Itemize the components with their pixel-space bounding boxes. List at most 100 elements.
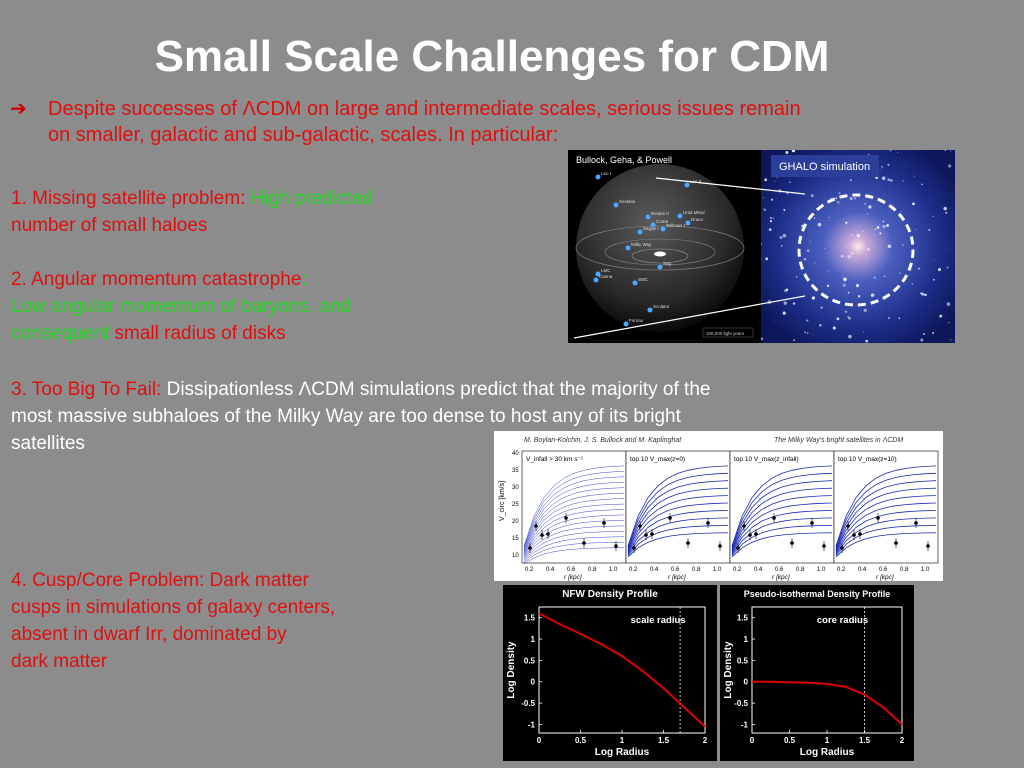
tbtf-svg: M. Boylan-Kolchin, J. S. Bullock and M. … bbox=[499, 437, 939, 581]
subhalo-dot bbox=[902, 244, 904, 246]
subhalo-dot bbox=[946, 248, 948, 250]
subhalo-dot bbox=[811, 296, 816, 300]
subhalo-curve bbox=[835, 510, 937, 554]
satellite-marker bbox=[657, 264, 663, 270]
y-tick-label: 0.5 bbox=[524, 656, 536, 665]
ghalo-label: GHALO simulation bbox=[779, 161, 870, 173]
subhalo-dot bbox=[776, 177, 778, 179]
subhalo-dot bbox=[796, 276, 798, 278]
subhalo-dot bbox=[912, 202, 915, 206]
panel-xtick: 1.0 bbox=[921, 567, 930, 573]
tbtf-panel: top 10 V_max(z=0) 0.2 0.4 0.6 0.8 1.0 r [kpc] bbox=[625, 450, 731, 581]
y-tick-label: -1 bbox=[528, 720, 536, 729]
subhalo-dot bbox=[865, 339, 869, 343]
subhalo-curve bbox=[731, 480, 833, 549]
subhalo-dot bbox=[817, 222, 822, 227]
subhalo-dot bbox=[851, 252, 854, 255]
panels-header-right: The Milky Way's bright satellites in ΛCD… bbox=[774, 437, 903, 444]
panel-xtick: 0.2 bbox=[733, 567, 742, 573]
subhalo-dot bbox=[832, 326, 836, 330]
subhalo-dot bbox=[838, 192, 841, 195]
subhalo-curve bbox=[731, 465, 833, 547]
subhalo-dot bbox=[779, 235, 783, 240]
tbtf-panel: V_infall > 30 km s⁻¹ 0.2 0.4 0.6 0.8 1.0 r [kp… bbox=[521, 450, 627, 581]
satellite-label: Carina bbox=[599, 274, 613, 279]
panel-title: V_infall > 30 km s⁻¹ bbox=[526, 456, 584, 463]
panel-xtick: 0.4 bbox=[546, 567, 555, 573]
subhalo-dot bbox=[793, 339, 796, 342]
satellite-marker bbox=[685, 220, 691, 226]
subhalo-curve bbox=[523, 465, 625, 547]
satellite-label: Segue I bbox=[643, 226, 659, 231]
satellite-marker bbox=[660, 226, 666, 232]
subhalo-dot bbox=[875, 176, 878, 180]
satellite-marker bbox=[677, 213, 683, 219]
subhalo-dot bbox=[921, 183, 923, 186]
satellite-label: Coma bbox=[656, 219, 669, 224]
subhalo-curve bbox=[523, 509, 625, 556]
subhalo-dot bbox=[882, 220, 885, 223]
subhalo-curve bbox=[731, 495, 833, 551]
subhalo-curve bbox=[627, 480, 729, 549]
subhalo-dot bbox=[898, 317, 901, 320]
subhalo-curve bbox=[523, 531, 625, 561]
subhalo-curve bbox=[731, 502, 833, 553]
satellite-marker bbox=[613, 202, 619, 208]
x-tick-label: 2 bbox=[900, 736, 905, 745]
panel-ytick: 25 bbox=[512, 502, 519, 508]
subhalo-curve bbox=[731, 510, 833, 554]
subhalo-curve bbox=[835, 487, 937, 550]
satellite-marker bbox=[593, 277, 599, 283]
panel-xtick: 1.0 bbox=[713, 567, 722, 573]
panel-xtick: 0.8 bbox=[900, 567, 909, 573]
subhalo-dot bbox=[775, 319, 777, 321]
subhalo-dot bbox=[855, 257, 857, 259]
satellite-label: Bootes II bbox=[651, 211, 669, 216]
satellite-label: LMC bbox=[601, 268, 611, 273]
panel-xtick: 0.2 bbox=[525, 567, 534, 573]
subhalo-dot bbox=[923, 333, 925, 336]
subhalo-dot bbox=[789, 181, 791, 184]
intro-bullet: ➔ Despite successes of ΛCDM on large and … bbox=[10, 96, 1015, 148]
subhalo-dot bbox=[846, 255, 848, 257]
panel-title: top 10 V_max(z_infall) bbox=[734, 456, 799, 463]
subhalo-dot bbox=[890, 179, 893, 182]
subhalo-dot bbox=[848, 334, 852, 339]
satellite-marker bbox=[647, 307, 653, 313]
y-axis-label: Log Density bbox=[506, 641, 517, 699]
subhalo-dot bbox=[853, 229, 855, 231]
panels-header-left: M. Boylan-Kolchin, J. S. Bullock and M. … bbox=[524, 437, 682, 444]
subhalo-dot bbox=[807, 332, 809, 334]
subhalo-dot bbox=[874, 234, 876, 236]
point-4-line-3: absent in dwarf Irr, dominated by bbox=[11, 624, 287, 645]
x-axis-label: Log Radius bbox=[595, 747, 650, 758]
subhalo-dot bbox=[820, 306, 823, 309]
subhalo-dot bbox=[882, 224, 886, 229]
subhalo-dot bbox=[866, 213, 868, 215]
subhalo-dot bbox=[785, 288, 789, 291]
subhalo-dot bbox=[782, 212, 784, 214]
satellite-markers: Leo I Leo II Sextans Ursa Minor Draco Bootes … bbox=[593, 171, 706, 327]
subhalo-curve bbox=[523, 487, 625, 551]
panel-ytick: 35 bbox=[512, 468, 519, 474]
panel-xtick: 0.6 bbox=[671, 567, 680, 573]
subhalo-dot bbox=[944, 149, 947, 152]
satellite-label: Fornax bbox=[629, 318, 644, 323]
ghalo-figure: GHALO simulation bbox=[759, 148, 955, 344]
subhalo-dot bbox=[901, 211, 902, 213]
satellite-marker bbox=[650, 222, 656, 228]
tbtf-panel: top 10 V_max(z_infall) 0.2 0.4 0.6 0.8 1.0 r [… bbox=[729, 450, 835, 581]
subhalo-curve bbox=[835, 502, 937, 553]
subhalo-curve bbox=[523, 536, 625, 562]
subhalo-curve bbox=[835, 524, 937, 556]
subhalo-curve bbox=[523, 481, 625, 550]
subhalo-dot bbox=[782, 233, 787, 238]
panel-ytick: 10 bbox=[512, 553, 519, 559]
subhalo-dot bbox=[880, 168, 882, 170]
density-curve bbox=[752, 680, 903, 726]
x-tick-label: 1.5 bbox=[859, 736, 871, 745]
subhalo-dot bbox=[830, 197, 832, 200]
subhalo-dot bbox=[846, 247, 848, 249]
subhalo-curve bbox=[835, 532, 937, 558]
satellite-label: Sextans bbox=[619, 199, 636, 204]
